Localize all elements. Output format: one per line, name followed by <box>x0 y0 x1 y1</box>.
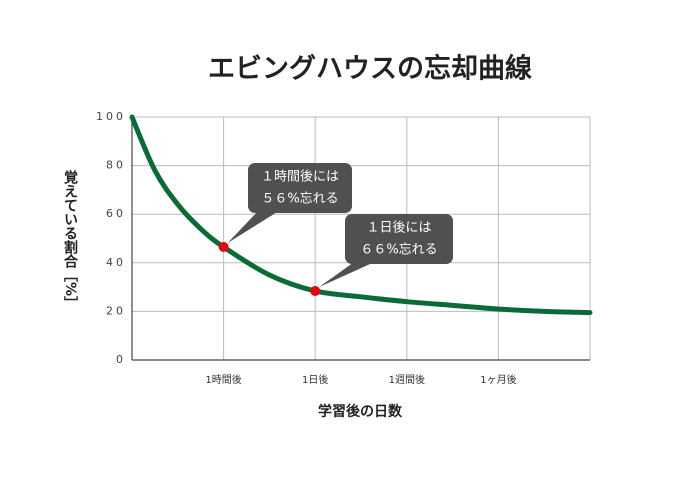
y-tick-label: 80 <box>106 159 126 172</box>
callout-box <box>248 163 352 213</box>
x-tick-label: 1日後 <box>302 373 328 386</box>
chart-title: エビングハウスの忘却曲線 <box>208 53 532 85</box>
x-tick-label: 1ヶ月後 <box>480 373 516 386</box>
callout-text: １日後には <box>366 221 431 236</box>
y-axis-label: 覚えている割合［%］ <box>62 169 78 310</box>
y-tick-label: 60 <box>106 207 126 220</box>
callout-text: ６６%忘れる <box>360 243 437 258</box>
callout-box <box>345 214 453 264</box>
y-tick-label: 0 <box>116 353 126 366</box>
callout-text: １時間後には <box>261 170 339 185</box>
callout-pointer <box>227 209 282 244</box>
y-tick-label: 40 <box>106 256 126 269</box>
callout-pointer <box>319 260 379 287</box>
x-tick-label: 1週間後 <box>389 373 425 386</box>
y-tick-label: 100 <box>96 110 126 123</box>
y-tick-label: 20 <box>106 304 126 317</box>
x-tick-label: 1時間後 <box>205 373 241 386</box>
highlight-point <box>310 285 321 296</box>
callout-text: ５６%忘れる <box>261 192 338 207</box>
x-axis-label: 学習後の日数 <box>318 403 403 420</box>
highlight-point <box>218 242 229 253</box>
